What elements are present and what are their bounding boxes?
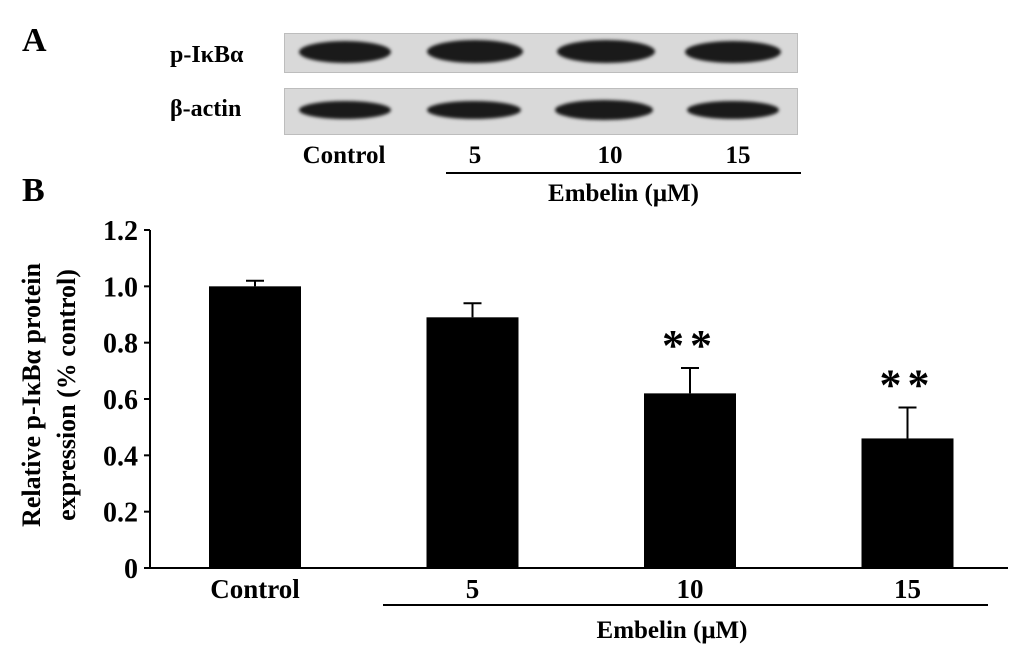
blot-band <box>299 41 391 63</box>
panel-b-letter: B <box>22 172 45 209</box>
bar-5 <box>426 317 519 568</box>
y-tick-label: 0.4 <box>103 441 138 472</box>
bar-control <box>209 286 301 568</box>
blot-band <box>557 40 655 63</box>
treatment-label-b: Embelin (μM) <box>597 617 748 644</box>
y-axis-label-line2: expression (% control) <box>52 269 81 521</box>
blot-band <box>555 100 653 120</box>
lane-label-5: 5 <box>468 142 482 169</box>
blot-band <box>685 41 781 63</box>
y-tick-label: 0.6 <box>103 385 138 416</box>
x-tick-label: 15 <box>894 574 921 604</box>
x-tick-label: 10 <box>677 574 704 604</box>
y-tick-label: 0 <box>124 554 138 585</box>
lane-label-control: Control <box>302 142 386 169</box>
y-ticks: 0 0.2 0.4 0.6 0.8 1.0 1.2 <box>103 216 150 585</box>
blot-band <box>299 101 391 119</box>
treatment-bracket-line <box>446 172 801 174</box>
x-tick-label: 5 <box>466 574 480 604</box>
y-tick-label: 0.8 <box>103 329 138 360</box>
blot-band <box>687 101 779 119</box>
bar-10 <box>644 393 736 568</box>
y-tick-label: 1.0 <box>103 272 138 303</box>
bar-15 <box>861 438 954 568</box>
panel-a-letter: A <box>22 22 47 59</box>
blot-band <box>427 101 521 119</box>
y-axis-label: Relative p-IκBα protein expression (% co… <box>17 263 81 527</box>
y-axis-label-line1: Relative p-IκBα protein <box>17 263 46 527</box>
y-tick-label: 0.2 <box>103 498 138 529</box>
blot-row-label-p-ikba: p-IκBα <box>170 42 244 68</box>
x-tick-label: Control <box>210 574 300 604</box>
blot-band <box>427 40 523 63</box>
lane-label-10: 10 <box>597 142 623 169</box>
lane-label-15: 15 <box>725 142 751 169</box>
significance-marker: ** <box>662 321 718 370</box>
blot-strip-beta-actin <box>284 88 798 135</box>
blot-row-label-beta-actin: β-actin <box>170 96 242 122</box>
significance-marker: ** <box>880 360 936 409</box>
bars: ** ** <box>209 279 954 568</box>
treatment-label: Embelin (μM) <box>548 180 699 207</box>
y-tick-label: 1.2 <box>103 216 138 247</box>
bar-chart: Relative p-IκBα protein expression (% co… <box>17 216 1008 644</box>
blot-strip-p-ikba <box>284 33 798 73</box>
x-tick-labels: Control 5 10 15 <box>210 574 921 604</box>
